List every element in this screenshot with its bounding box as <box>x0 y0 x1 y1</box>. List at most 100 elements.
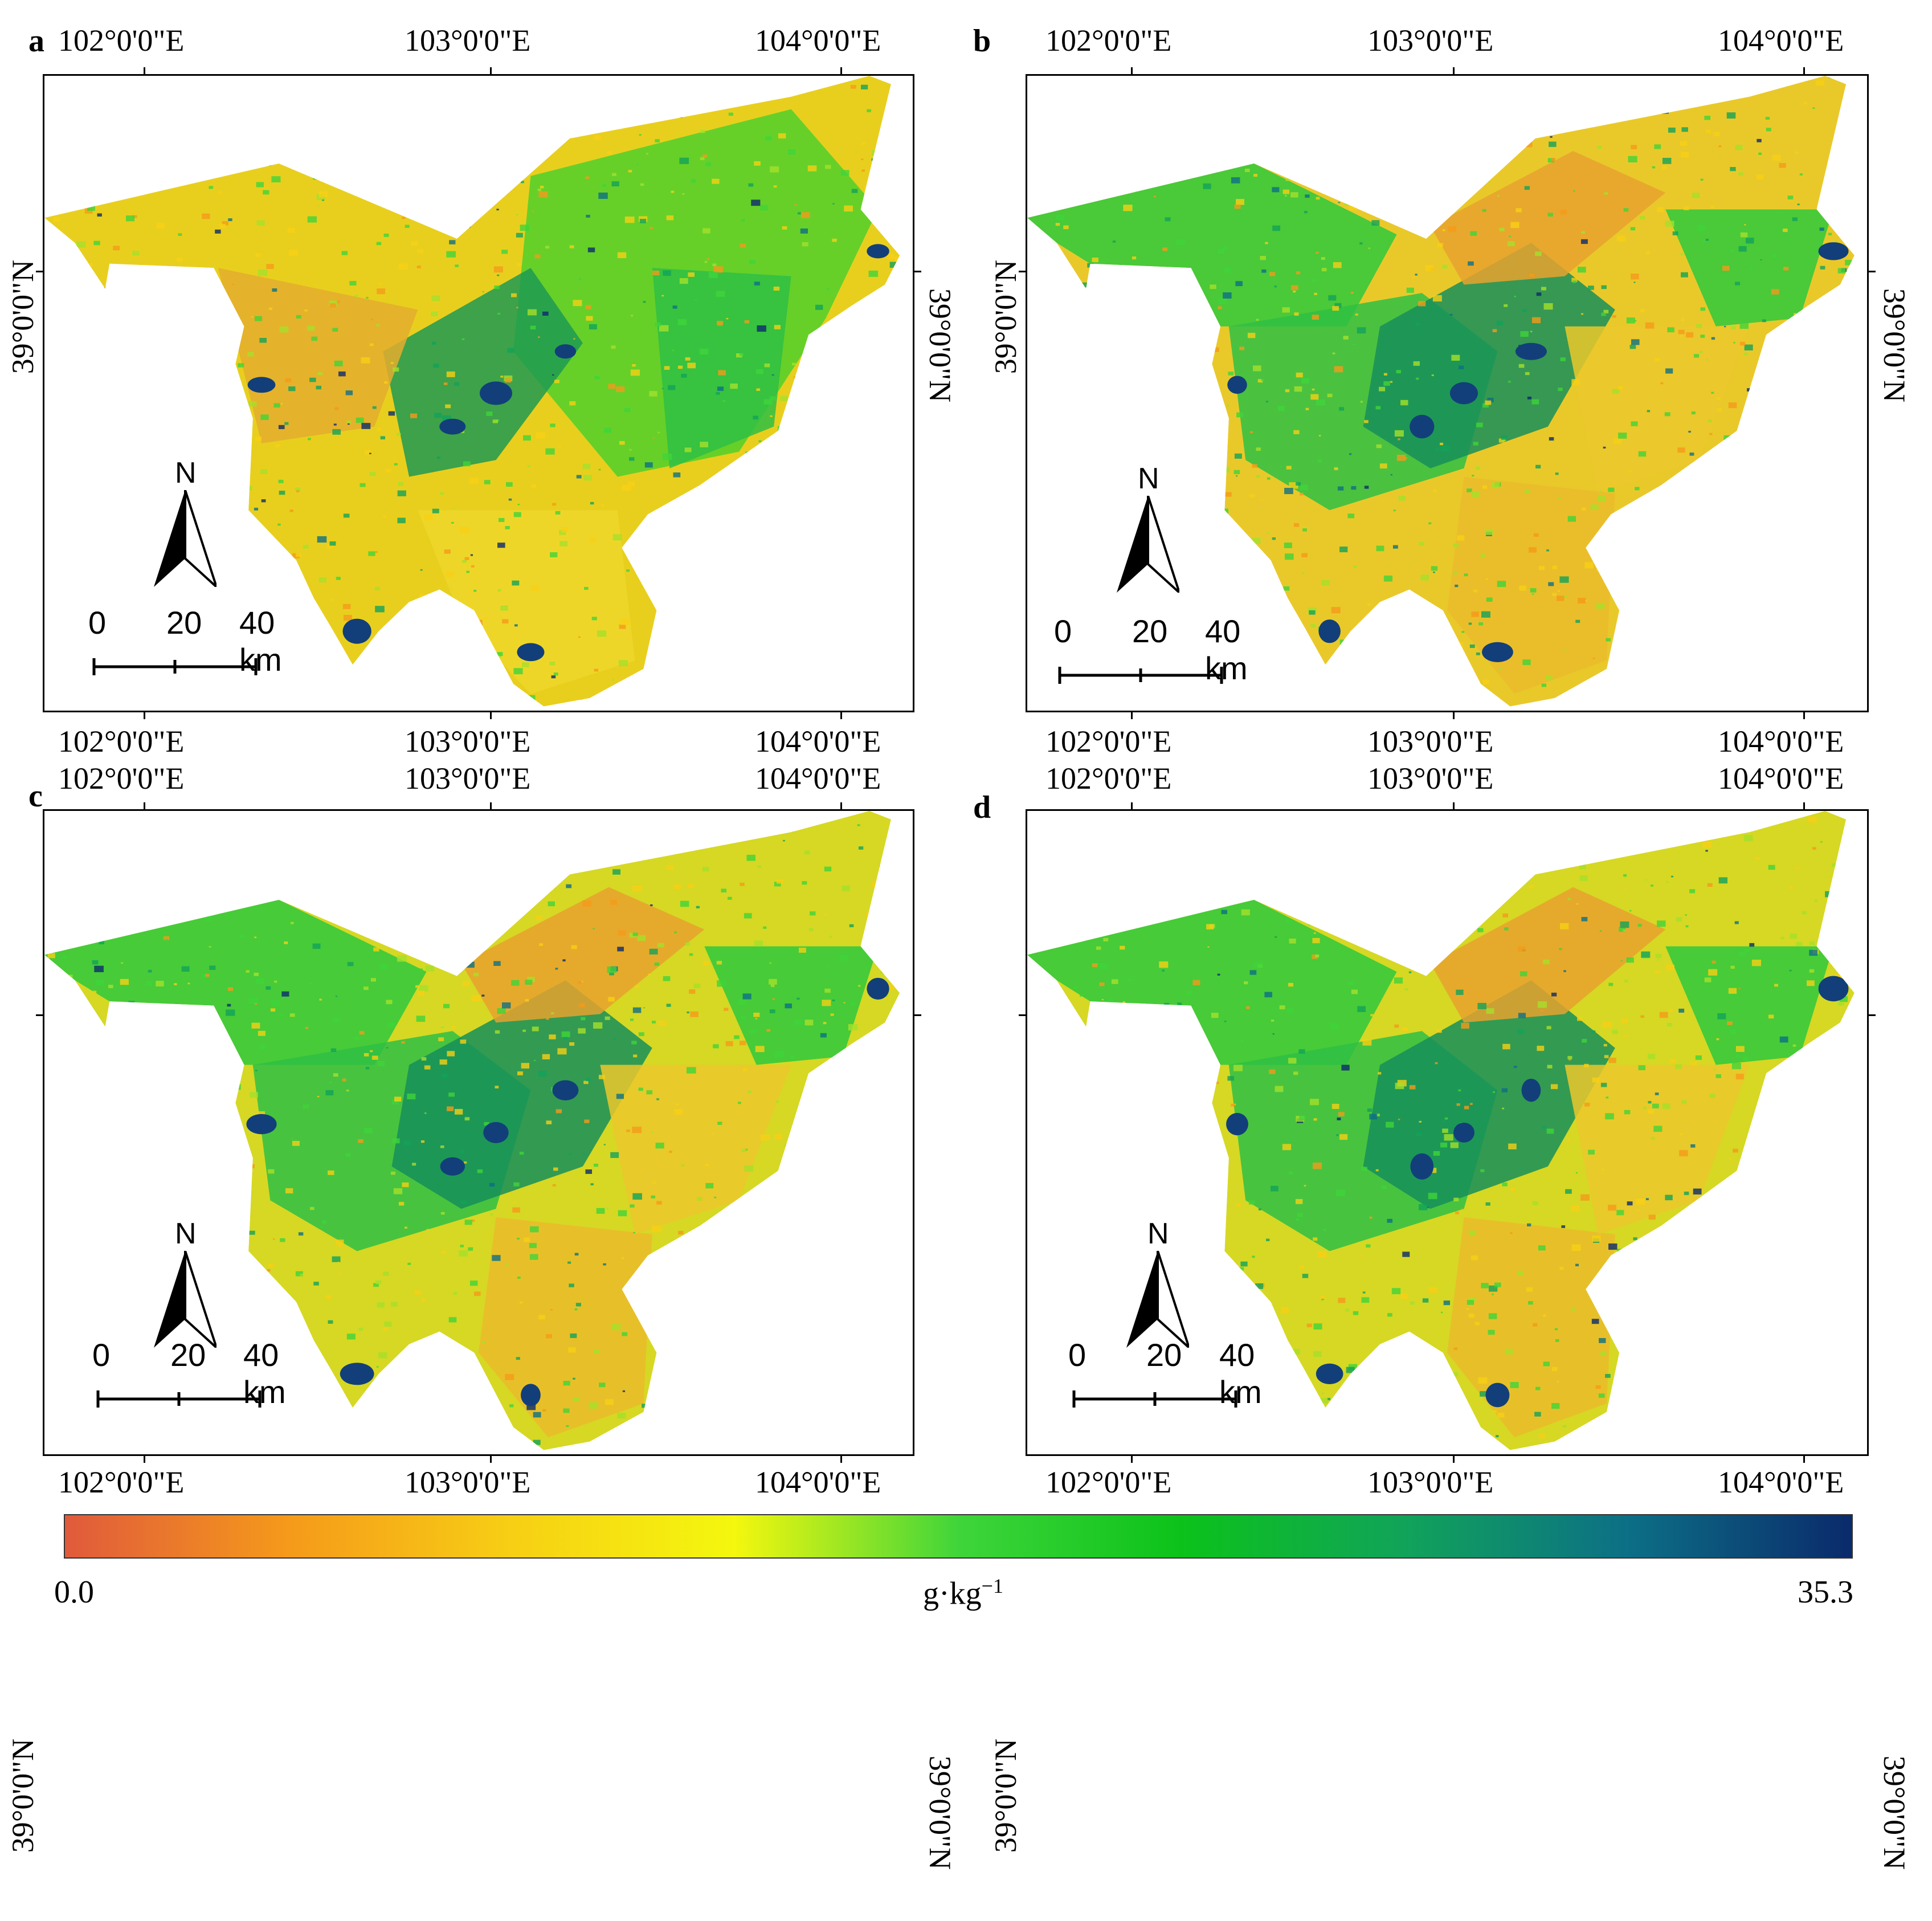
map-pixel <box>688 884 694 888</box>
map-pixel <box>438 1037 444 1041</box>
map-pixel <box>249 1231 255 1235</box>
map-pixel <box>281 403 283 404</box>
map-pixel <box>1338 1112 1345 1116</box>
map-pixel <box>1125 904 1128 907</box>
map-pixel <box>1482 486 1487 489</box>
map-pixel <box>64 997 67 999</box>
map-pixel <box>215 1290 224 1295</box>
map-pixel <box>685 357 691 361</box>
map-pixel <box>397 1421 401 1424</box>
map-pixel <box>1492 1294 1494 1295</box>
map-pixel <box>246 1114 276 1135</box>
map-pixel <box>189 641 195 645</box>
map-pixel <box>1106 1440 1113 1445</box>
map-pixel <box>563 1409 569 1413</box>
map-pixel <box>1186 99 1192 104</box>
map-pixel <box>1713 599 1717 602</box>
map-pixel <box>872 882 879 887</box>
map-pixel <box>1028 1325 1036 1332</box>
map-pixel <box>285 129 289 133</box>
map-pixel <box>816 1086 818 1087</box>
map-pixel <box>1394 1396 1400 1401</box>
map-pixel <box>1214 1112 1216 1114</box>
map-pixel <box>1559 576 1569 582</box>
map-pixel <box>1836 550 1842 554</box>
map-pixel <box>374 686 376 687</box>
map-pixel <box>234 1450 239 1454</box>
map-pixel <box>1080 1199 1088 1205</box>
map-pixel <box>255 316 262 321</box>
map-pixel <box>624 408 631 412</box>
map-pixel <box>1743 1057 1749 1061</box>
map-pixel <box>188 268 196 274</box>
map-pixel <box>1481 1283 1488 1288</box>
map-pixel <box>1798 203 1800 205</box>
map-pixel <box>573 338 575 340</box>
map-pixel <box>1820 266 1825 270</box>
map-pixel <box>1376 149 1384 154</box>
map-pixel <box>1080 1050 1083 1051</box>
map-pixel <box>1692 513 1698 517</box>
map-pixel <box>410 414 417 418</box>
map-pixel <box>416 624 420 626</box>
map-pixel <box>1526 1287 1533 1292</box>
map-pixel <box>313 175 320 180</box>
map-pixel <box>1565 1189 1572 1194</box>
map-pixel <box>587 1444 589 1445</box>
bottom-lon-label: 103°0'0"E <box>1367 724 1493 759</box>
map-pixel <box>1146 1009 1151 1013</box>
map-pixel <box>1448 226 1457 232</box>
map-pixel <box>545 246 549 248</box>
map-pixel <box>1681 319 1684 321</box>
map-pixel <box>441 1026 444 1028</box>
map-pixel <box>1759 560 1763 563</box>
map-pixel <box>1134 1414 1138 1417</box>
map-pixel <box>1321 257 1325 260</box>
map-pixel <box>1661 1389 1667 1394</box>
map-pixel <box>1782 1172 1788 1177</box>
map-pixel <box>851 1002 856 1005</box>
map-pixel <box>1754 1209 1757 1212</box>
map-pixel <box>612 1324 621 1331</box>
map-pixel <box>673 305 677 308</box>
map-pixel <box>1714 132 1720 136</box>
map-pixel <box>1841 315 1851 321</box>
map-pixel <box>398 263 407 270</box>
map-pixel <box>748 1091 751 1093</box>
map-pixel <box>1853 1295 1858 1299</box>
map-pixel <box>1431 566 1437 570</box>
map-pixel <box>503 170 509 174</box>
map-pixel <box>1416 1132 1422 1136</box>
map-pixel <box>97 213 102 217</box>
map-pixel <box>1680 1272 1688 1278</box>
map-pixel <box>167 176 173 180</box>
map-pixel <box>101 178 109 183</box>
bottom-lon-label: 103°0'0"E <box>1367 1465 1493 1500</box>
map-pixel <box>1656 954 1662 959</box>
map-pixel <box>1425 265 1434 271</box>
map-pixel <box>471 686 473 687</box>
map-pixel <box>1665 368 1673 373</box>
map-pixel <box>430 1351 438 1356</box>
map-pixel <box>1346 1367 1355 1373</box>
map-pixel <box>797 998 799 1000</box>
map-pixel <box>1482 642 1513 662</box>
map-pixel <box>1269 272 1275 276</box>
map-pixel <box>466 571 469 573</box>
map-pixel <box>1398 1119 1400 1120</box>
map-pixel <box>1087 1135 1089 1137</box>
map-pixel <box>887 1445 892 1448</box>
map-pixel <box>1646 251 1649 254</box>
map-pixel <box>1784 499 1792 505</box>
map-pixel <box>1338 1298 1345 1303</box>
map-pixel <box>494 266 503 272</box>
map-pixel <box>681 374 687 378</box>
map-pixel <box>1063 226 1068 230</box>
map-pixel <box>1359 242 1362 244</box>
map-pixel <box>585 1169 592 1174</box>
map-pixel <box>1048 1344 1056 1350</box>
map-pixel <box>1717 482 1725 488</box>
map-pixel <box>1786 1258 1794 1264</box>
map-pixel <box>1361 1369 1366 1373</box>
map-pixel <box>1612 389 1619 394</box>
